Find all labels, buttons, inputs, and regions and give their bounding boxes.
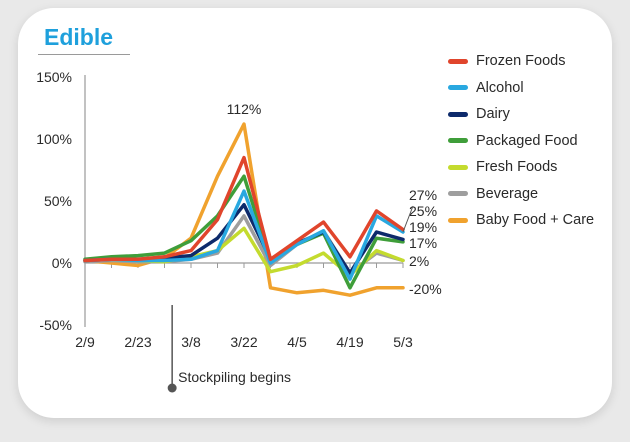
legend-swatch [448, 58, 468, 64]
legend-label: Alcohol [476, 79, 524, 96]
y-tick-label: 50% [44, 193, 72, 209]
end-value-label: 17% [409, 235, 437, 251]
end-value-label: -20% [409, 281, 442, 297]
y-tick-label: 0% [52, 255, 72, 271]
x-tick-label: 3/8 [181, 334, 201, 350]
legend-swatch [448, 138, 468, 144]
end-value-label: 25% [409, 203, 437, 219]
legend-item: Frozen Foods [448, 48, 594, 75]
series-line-baby-food-care [83, 122, 405, 297]
chart-legend: Frozen Foods Alcohol Dairy Packaged Food Fre… [448, 48, 594, 234]
x-tick-label: 5/3 [393, 334, 413, 350]
legend-item: Fresh Foods [448, 154, 594, 181]
legend-swatch [448, 217, 468, 223]
legend-swatch [448, 85, 468, 91]
legend-item: Alcohol [448, 75, 594, 102]
legend-label: Dairy [476, 106, 510, 123]
event-label: Stockpiling begins [178, 369, 291, 385]
title-underline [38, 54, 130, 55]
chart-title: Edible [44, 24, 114, 50]
legend-item: Beverage [448, 181, 594, 208]
x-tick-label: 2/9 [75, 334, 95, 350]
legend-swatch [448, 191, 468, 197]
legend-item: Baby Food + Care [448, 207, 594, 234]
end-value-label: 27% [409, 187, 437, 203]
x-tick-label: 3/22 [230, 334, 257, 350]
event-marker-dot [167, 383, 177, 393]
series-line-frozen-foods [83, 155, 405, 263]
end-label-leader [402, 205, 414, 233]
legend-label: Beverage [476, 185, 539, 202]
chart-card [18, 8, 612, 418]
x-tick-label: 4/19 [336, 334, 363, 350]
legend-label: Baby Food + Care [476, 212, 595, 229]
legend-swatch [448, 164, 468, 170]
x-tick-label: 2/23 [124, 334, 151, 350]
legend-swatch [448, 111, 468, 117]
legend-item: Packaged Food [448, 128, 594, 155]
legend-label: Packaged Food [476, 132, 578, 149]
legend-label: Fresh Foods [476, 159, 558, 176]
y-tick-label: 100% [36, 131, 72, 147]
legend-item: Dairy [448, 101, 594, 128]
peak-label: 112% [227, 101, 262, 117]
y-tick-label: -50% [39, 317, 72, 333]
legend-label: Frozen Foods [476, 53, 566, 70]
end-value-label: 19% [409, 219, 437, 235]
x-tick-label: 4/5 [287, 334, 307, 350]
end-value-label: 2% [409, 253, 429, 269]
y-tick-label: 150% [36, 69, 72, 85]
series-line-packaged-food [83, 174, 405, 290]
